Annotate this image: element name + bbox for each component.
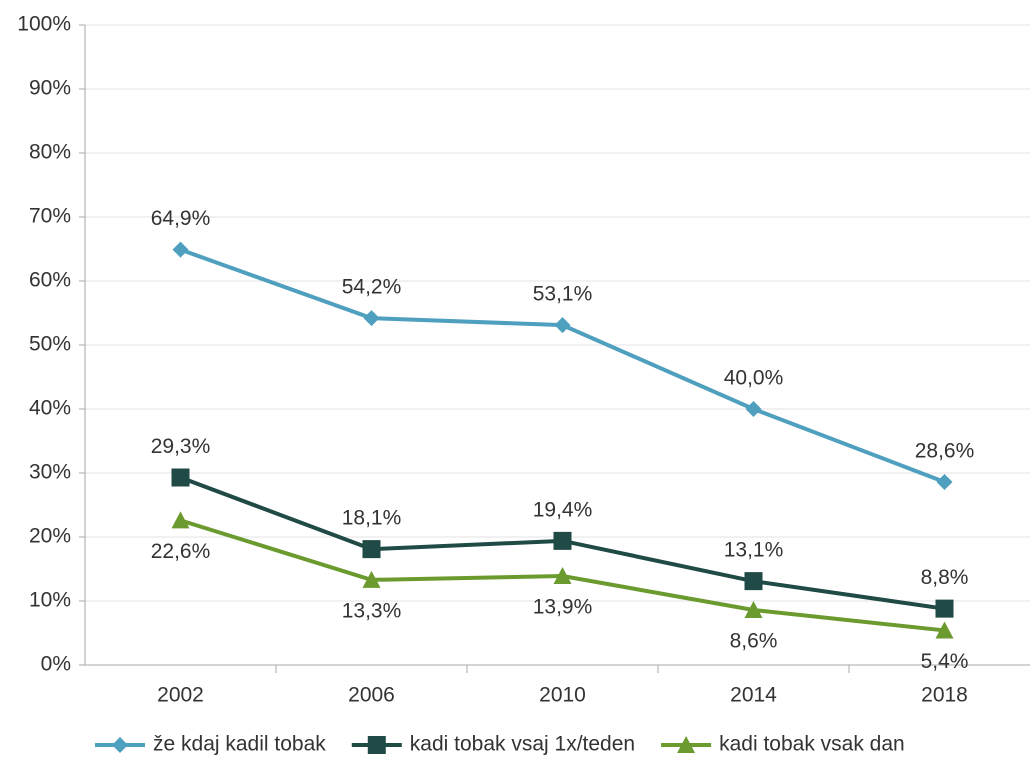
data-label: 22,6% [151, 540, 211, 563]
x-tick-label: 2002 [157, 684, 204, 707]
point-marker [171, 468, 190, 487]
x-tick-label: 2006 [348, 684, 395, 707]
data-label: 13,1% [724, 539, 784, 562]
y-tick-label: 10% [29, 589, 71, 612]
data-label: 8,6% [730, 630, 778, 653]
data-label: 29,3% [151, 435, 211, 458]
data-label: 54,2% [342, 276, 402, 299]
point-marker [744, 572, 763, 591]
point-marker [554, 317, 571, 334]
data-label: 13,9% [533, 596, 593, 619]
data-label: 40,0% [724, 367, 784, 390]
point-marker [935, 599, 954, 618]
point-marker [745, 401, 762, 417]
y-tick-label: 100% [17, 13, 71, 36]
point-marker [553, 531, 572, 550]
y-tick-label: 50% [29, 333, 71, 356]
x-tick-label: 2018 [921, 684, 968, 707]
point-marker [363, 310, 380, 327]
legend-label: kadi tobak vsak dan [719, 733, 905, 756]
point-marker [936, 473, 953, 490]
data-label: 13,3% [342, 599, 402, 622]
data-label: 5,4% [921, 650, 969, 673]
point-marker [362, 540, 381, 559]
y-tick-label: 30% [29, 461, 71, 484]
data-label: 18,1% [342, 507, 402, 530]
data-label: 28,6% [915, 440, 975, 463]
point-marker [935, 621, 954, 639]
y-tick-label: 40% [29, 397, 71, 420]
data-label: 64,9% [151, 207, 211, 230]
y-tick-label: 70% [29, 205, 71, 228]
data-label: 53,1% [533, 283, 593, 306]
y-tick-label: 20% [29, 525, 71, 548]
legend-marker [677, 736, 696, 753]
data-label: 19,4% [533, 498, 593, 521]
point-marker [171, 511, 190, 529]
y-tick-label: 60% [29, 269, 71, 292]
point-marker [362, 570, 381, 588]
y-tick-label: 0% [41, 653, 71, 676]
legend-marker [112, 737, 128, 753]
data-label: 8,8% [921, 566, 969, 589]
point-marker [172, 241, 189, 258]
y-tick-label: 80% [29, 141, 71, 164]
legend-label: kadi tobak vsaj 1x/teden [410, 733, 635, 756]
point-marker [553, 567, 572, 585]
legend-marker [367, 736, 386, 754]
x-tick-label: 2014 [730, 684, 777, 707]
point-marker [744, 600, 763, 618]
y-tick-label: 90% [29, 77, 71, 100]
legend-label: že kdaj kadil tobak [153, 733, 326, 756]
x-tick-label: 2010 [539, 684, 586, 707]
